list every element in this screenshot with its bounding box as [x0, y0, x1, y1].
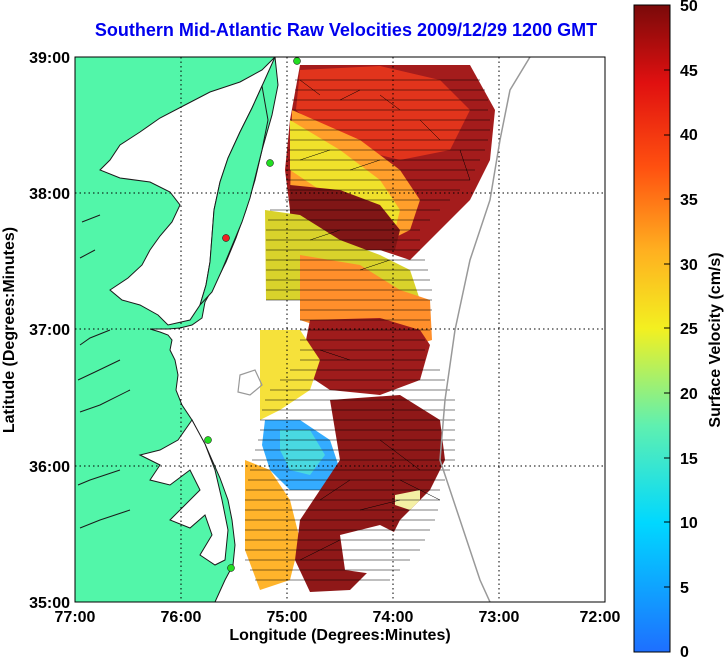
- shoal-contour: [237, 369, 263, 396]
- colorbar-tick-label: 15: [680, 451, 698, 468]
- map-title: Southern Mid-Atlantic Raw Velocities 200…: [94, 20, 598, 40]
- station-marker: [204, 436, 212, 444]
- x-tick-label: 72:00: [580, 609, 621, 626]
- velocity-vectors: [245, 79, 490, 581]
- velocity-field: [245, 65, 495, 592]
- colorbar-tick-label: 0: [680, 644, 689, 659]
- x-tick-label: 73:00: [479, 609, 520, 626]
- station-marker: [293, 57, 301, 65]
- station-marker: [227, 564, 235, 572]
- colorbar-tick-label: 40: [680, 127, 698, 144]
- y-axis-label: Latitude (Degrees:Minutes): [1, 227, 18, 433]
- bathymetry-contour: [439, 57, 531, 602]
- x-tick-label: 77:00: [55, 609, 96, 626]
- y-tick-label: 35:00: [29, 595, 70, 612]
- plot-frame: [74, 56, 606, 603]
- river-inlets: [77, 214, 131, 529]
- station-marker: [266, 159, 274, 167]
- x-tick-label: 74:00: [373, 609, 414, 626]
- colorbar-tick-label: 5: [680, 580, 689, 597]
- x-axis: 77:00 76:00 75:00 74:00 73:00 72:00 Long…: [55, 609, 621, 644]
- colorbar-tickmarks: [664, 69, 670, 588]
- y-tick-label: 38:00: [29, 186, 70, 203]
- colorbar-tick-label: 45: [680, 63, 698, 80]
- x-axis-label: Longitude (Degrees:Minutes): [229, 627, 450, 644]
- y-tick-label: 37:00: [29, 322, 70, 339]
- x-tick-label: 75:00: [267, 609, 308, 626]
- colorbar-label: Surface Velocity (cm/s): [707, 252, 724, 427]
- colorbar-tick-label: 10: [680, 515, 698, 532]
- colorbar-tick-label: 25: [680, 321, 698, 338]
- y-axis: 39:00 38:00 37:00 36:00 35:00: [29, 50, 70, 612]
- delmarva-peninsula: [199, 84, 269, 306]
- colorbar-tick-label: 20: [680, 386, 698, 403]
- x-tick-label: 76:00: [161, 609, 202, 626]
- sound-water: [138, 419, 229, 566]
- colorbar-tick-label: 30: [680, 257, 698, 274]
- colorbar-tick-label: 35: [680, 192, 698, 209]
- y-tick-label: 36:00: [29, 459, 70, 476]
- colorbar-tick-label: 50: [680, 0, 698, 15]
- y-tick-label: 39:00: [29, 50, 70, 67]
- colorbar-ticks: 50 45 40 35 30 25 20 15 10 5 0: [680, 0, 698, 659]
- station-marker: [222, 234, 230, 242]
